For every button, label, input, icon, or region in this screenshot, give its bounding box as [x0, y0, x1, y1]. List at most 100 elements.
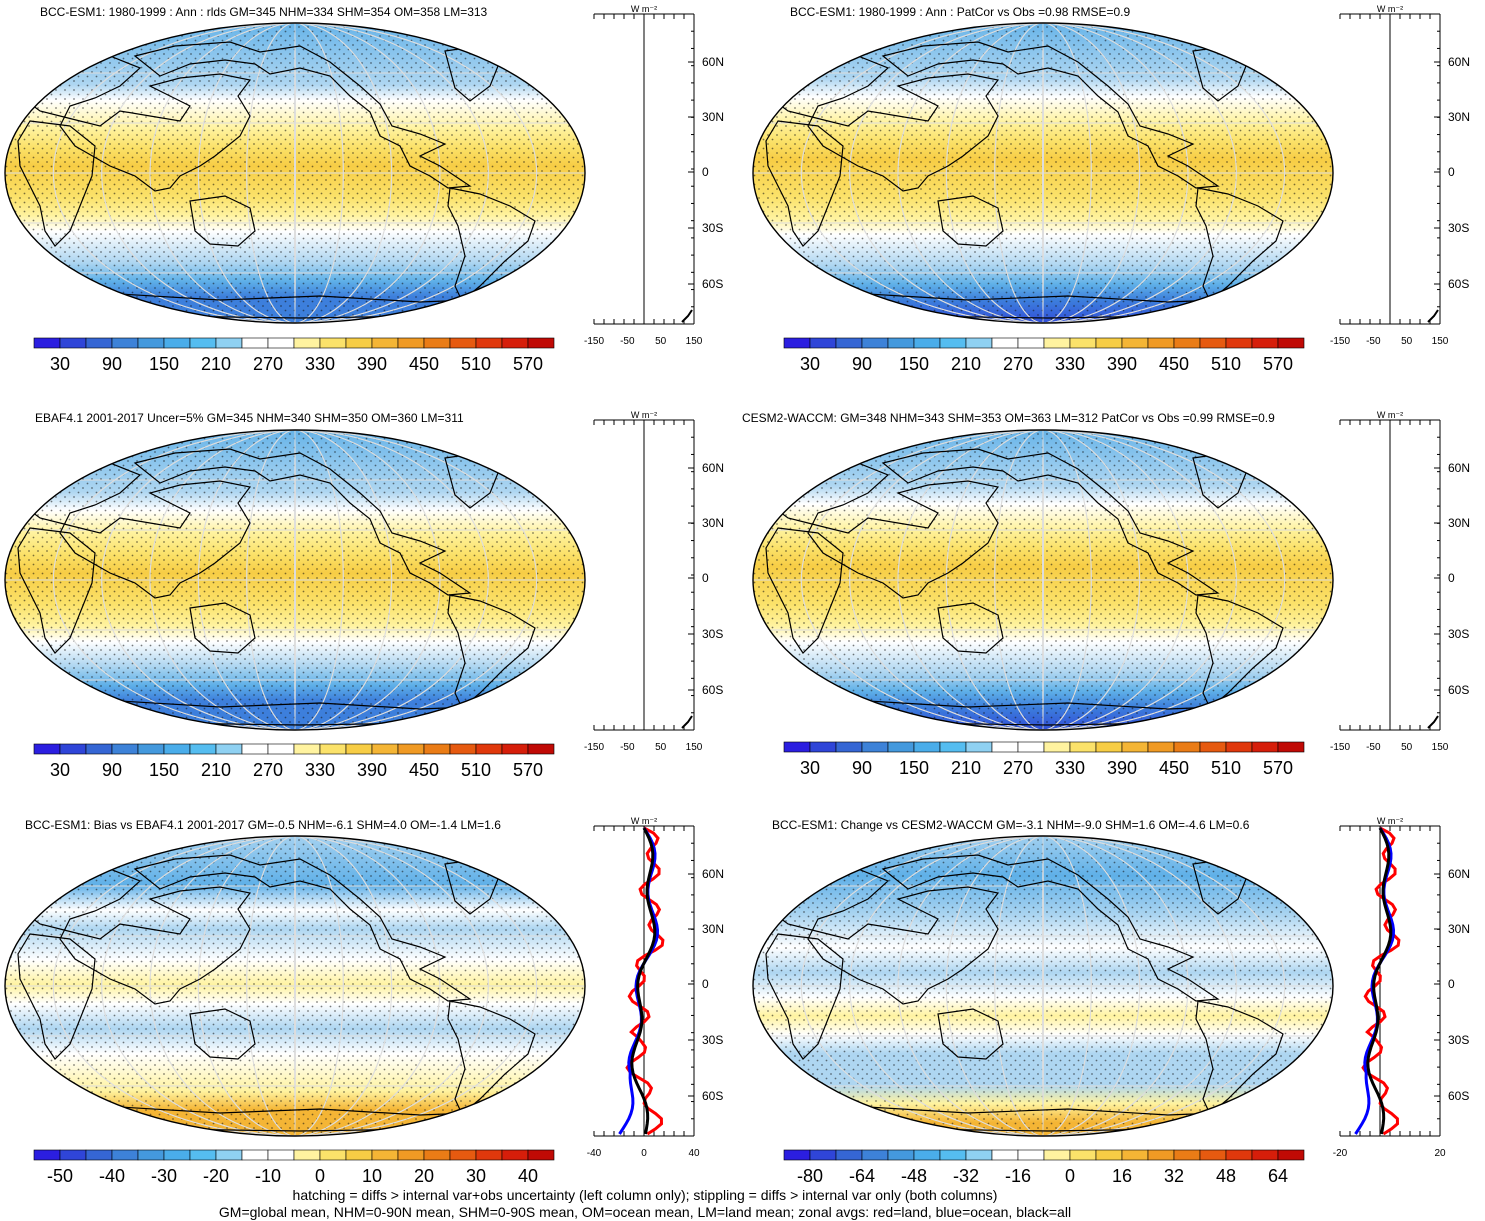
- colorbar-label: 330: [305, 760, 335, 780]
- colorbar-swatch: [1121, 741, 1149, 753]
- colorbar-label: 270: [1003, 758, 1033, 778]
- colorbar-swatch: [501, 337, 529, 349]
- colorbar-label: 390: [1107, 758, 1137, 778]
- colorbar-label: 330: [1055, 758, 1085, 778]
- colorbar-swatch: [527, 337, 555, 349]
- colorbar-swatch: [1173, 1149, 1201, 1161]
- colorbar-label: 150: [149, 760, 179, 780]
- colorbar-label: 16: [1112, 1166, 1132, 1186]
- colorbar-label: 30: [50, 354, 70, 374]
- colorbar-swatch: [809, 741, 837, 753]
- colorbar-swatch: [33, 1149, 61, 1161]
- zonal-tick: -50: [620, 742, 635, 753]
- colorbar-label: 90: [852, 758, 872, 778]
- lat-label: 30S: [1448, 221, 1469, 235]
- colorbar-swatch: [965, 741, 993, 753]
- lat-label: 60N: [1448, 461, 1470, 475]
- colorbar-label: 150: [899, 758, 929, 778]
- lat-label: 0: [702, 571, 709, 585]
- colorbar-label: 90: [852, 354, 872, 374]
- zonal-unit: W m⁻²: [631, 410, 657, 420]
- lat-label: 60N: [702, 867, 724, 881]
- colorbar-swatch: [783, 337, 811, 349]
- colorbar-swatch: [85, 1149, 113, 1161]
- panel-title: BCC-ESM1: 1980-1999 : Ann : rlds GM=345 …: [40, 5, 488, 19]
- zonal-mean-plot: W m⁻² 60N 30N 0 30S 60S -40 0 40: [587, 816, 724, 1159]
- colorbar-label: 210: [201, 354, 231, 374]
- colorbar-swatch: [1069, 741, 1097, 753]
- colorbar-swatch: [189, 1149, 217, 1161]
- colorbar-swatch: [423, 743, 451, 755]
- colorbar-label: 210: [951, 354, 981, 374]
- colorbar-swatch: [293, 1149, 321, 1161]
- colorbar-swatch: [371, 743, 399, 755]
- colorbar-swatch: [809, 337, 837, 349]
- colorbar-swatch: [527, 743, 555, 755]
- colorbar-swatch: [1277, 337, 1305, 349]
- colorbar-swatch: [1147, 337, 1175, 349]
- colorbar-swatch: [397, 1149, 425, 1161]
- colorbar-swatch: [1043, 1149, 1071, 1161]
- colorbar-swatch: [59, 1149, 87, 1161]
- colorbar-swatch: [475, 1149, 503, 1161]
- zonal-tick: -50: [1366, 336, 1381, 347]
- colorbar-swatch: [939, 1149, 967, 1161]
- colorbar-swatch: [293, 337, 321, 349]
- colorbar-swatch: [1043, 741, 1071, 753]
- colorbar-swatch: [809, 1149, 837, 1161]
- colorbar-swatch: [1225, 337, 1253, 349]
- colorbar-swatch: [1251, 1149, 1279, 1161]
- colorbar: -50-40-30-20-1001020304050: [33, 1149, 555, 1186]
- world-map: [4, 835, 586, 1137]
- colorbar-swatch: [783, 1149, 811, 1161]
- colorbar-label: 450: [409, 760, 439, 780]
- colorbar-label: 510: [461, 760, 491, 780]
- colorbar-label: 0: [315, 1166, 325, 1186]
- colorbar-swatch: [449, 337, 477, 349]
- lat-label: 60N: [702, 461, 724, 475]
- lat-label: 60N: [702, 55, 724, 69]
- zonal-tick: 150: [686, 742, 703, 753]
- colorbar-label: 270: [1003, 354, 1033, 374]
- zonal-mean-plot: W m⁻² 60N 30N 0 30S 60S -150 -50 50 150: [1330, 410, 1470, 753]
- colorbar-swatch: [1121, 1149, 1149, 1161]
- colorbar-swatch: [1277, 741, 1305, 753]
- colorbar-swatch: [913, 741, 941, 753]
- colorbar-label: 90: [102, 354, 122, 374]
- colorbar-label: 30: [800, 354, 820, 374]
- zonal-mean-plot: W m⁻² 60N 30N 0 30S 60S -150 -50 50 150: [584, 4, 724, 347]
- world-map: [752, 22, 1334, 324]
- colorbar-swatch: [1069, 1149, 1097, 1161]
- world-map: [752, 835, 1334, 1137]
- lat-label: 30S: [702, 221, 723, 235]
- colorbar-swatch: [475, 337, 503, 349]
- world-map: [4, 22, 586, 324]
- colorbar-swatch: [1225, 741, 1253, 753]
- panel-title: BCC-ESM1: Change vs CESM2-WACCM GM=-3.1 …: [772, 818, 1250, 832]
- colorbar-swatch: [267, 1149, 295, 1161]
- colorbar-swatch: [475, 743, 503, 755]
- colorbar-swatch: [939, 741, 967, 753]
- zonal-tick: -150: [584, 742, 604, 753]
- zonal-tick: -150: [1330, 742, 1350, 753]
- colorbar-swatch: [1069, 337, 1097, 349]
- colorbar-swatch: [293, 743, 321, 755]
- colorbar-swatch: [1017, 337, 1045, 349]
- colorbar-swatch: [991, 741, 1019, 753]
- colorbar-swatch: [1199, 741, 1227, 753]
- colorbar-label: 0: [1065, 1166, 1075, 1186]
- zonal-unit: W m⁻²: [1377, 4, 1403, 14]
- lat-label: 60S: [1448, 683, 1469, 697]
- colorbar-label: 390: [357, 354, 387, 374]
- colorbar-label: 570: [513, 760, 543, 780]
- colorbar-label: 390: [357, 760, 387, 780]
- world-map: [752, 429, 1334, 731]
- colorbar-swatch: [59, 743, 87, 755]
- colorbar-swatch: [1017, 741, 1045, 753]
- zonal-mean-plot: W m⁻² 60N 30N 0 30S 60S -150 -50 50 150: [584, 410, 724, 753]
- colorbar-swatch: [111, 337, 139, 349]
- colorbar-swatch: [1251, 337, 1279, 349]
- colorbar-label: 40: [518, 1166, 538, 1186]
- zonal-line-land: [625, 826, 665, 1136]
- colorbar-swatch: [939, 337, 967, 349]
